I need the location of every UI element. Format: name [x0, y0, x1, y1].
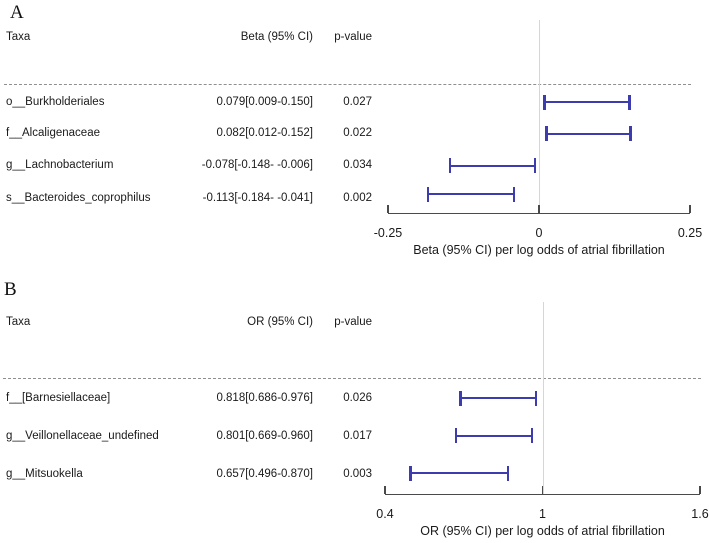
- ci-cap-left: [426, 186, 430, 202]
- x-axis-tick: [689, 205, 691, 213]
- ci-bar: [544, 101, 630, 103]
- row-estimate-value: -0.113[-0.184- -0.041]: [202, 191, 313, 204]
- row-taxa-label: f__Alcaligenaceae: [6, 127, 100, 139]
- x-axis-tick-label: 1.6: [691, 507, 709, 521]
- row-taxa-label: g__Mitsuokella: [6, 467, 83, 480]
- x-axis-tick: [538, 205, 540, 213]
- ci-bar: [410, 472, 509, 474]
- ci-cap-left: [454, 428, 458, 443]
- ci-bar: [427, 193, 515, 195]
- ci-bar: [455, 434, 532, 437]
- separator-dashed-line: [3, 378, 701, 379]
- x-axis-tick-label: 0.4: [376, 507, 394, 521]
- row-estimate-value: 0.818[0.686-0.976]: [216, 391, 313, 404]
- x-axis-title: Beta (95% CI) per log odds of atrial fib…: [413, 243, 665, 257]
- row-p-value: 0.026: [343, 391, 372, 404]
- row-estimate-value: -0.078[-0.148- -0.006]: [201, 159, 313, 171]
- row-taxa-label: s__Bacteroides_coprophilus: [6, 191, 151, 204]
- column-header-taxa: Taxa: [6, 31, 31, 43]
- separator-dashed-line: [4, 84, 691, 85]
- row-p-value: 0.022: [343, 127, 372, 139]
- one-reference-line: [542, 302, 544, 494]
- x-axis-tick-label: 0.25: [677, 226, 703, 240]
- row-estimate-value: 0.082[0.012-0.152]: [216, 127, 313, 139]
- column-header-taxa: Taxa: [6, 316, 31, 328]
- row-taxa-label: g__Lachnobacterium: [6, 159, 114, 171]
- x-axis-line: [385, 494, 700, 496]
- x-axis-tick: [387, 205, 389, 213]
- row-estimate-value: 0.801[0.669-0.960]: [216, 429, 313, 442]
- x-axis-title: OR (95% CI) per log odds of atrial fibri…: [420, 524, 665, 538]
- ci-bar: [460, 397, 537, 399]
- ci-bar: [449, 164, 536, 167]
- ci-cap-right: [534, 390, 538, 406]
- row-p-value: 0.003: [343, 467, 372, 480]
- panel-a-label: A: [10, 2, 24, 23]
- row-p-value: 0.027: [343, 95, 372, 108]
- x-axis-tick-label: 1: [539, 507, 546, 521]
- ci-cap-left: [545, 126, 548, 141]
- ci-cap-right: [506, 465, 510, 481]
- ci-cap-left: [459, 390, 462, 406]
- row-p-value: 0.017: [343, 429, 372, 442]
- row-estimate-value: 0.079[0.009-0.150]: [216, 95, 313, 108]
- x-axis-tick-label: -0.25: [373, 226, 403, 240]
- ci-cap-left: [409, 465, 412, 481]
- ci-cap-right: [530, 428, 533, 443]
- x-axis-line: [388, 213, 690, 215]
- column-header-estimate: OR (95% CI): [247, 316, 313, 328]
- row-estimate-value: 0.657[0.496-0.870]: [216, 467, 313, 480]
- row-p-value: 0.002: [343, 191, 372, 204]
- row-taxa-label: o__Burkholderiales: [6, 95, 105, 108]
- ci-cap-left: [448, 158, 452, 173]
- ci-cap-right: [628, 94, 631, 110]
- ci-cap-right: [512, 186, 516, 202]
- ci-cap-right: [629, 126, 632, 141]
- column-header-pvalue: p-value: [334, 316, 372, 328]
- x-axis-tick-label: 0: [535, 226, 543, 240]
- x-axis-tick: [541, 486, 544, 494]
- row-taxa-label: f__[Barnesiellaceae]: [6, 391, 111, 404]
- ci-bar: [546, 132, 631, 135]
- column-header-pvalue: p-value: [334, 31, 372, 43]
- x-axis-tick: [699, 486, 701, 494]
- zero-reference-line: [539, 20, 540, 213]
- row-taxa-label: g__Veillonellaceae_undefined: [6, 429, 159, 442]
- ci-cap-left: [543, 94, 546, 110]
- ci-cap-right: [533, 158, 537, 173]
- panel-b-label: B: [4, 279, 17, 300]
- row-p-value: 0.034: [343, 159, 372, 171]
- column-header-estimate: Beta (95% CI): [240, 31, 313, 43]
- x-axis-tick: [384, 486, 386, 494]
